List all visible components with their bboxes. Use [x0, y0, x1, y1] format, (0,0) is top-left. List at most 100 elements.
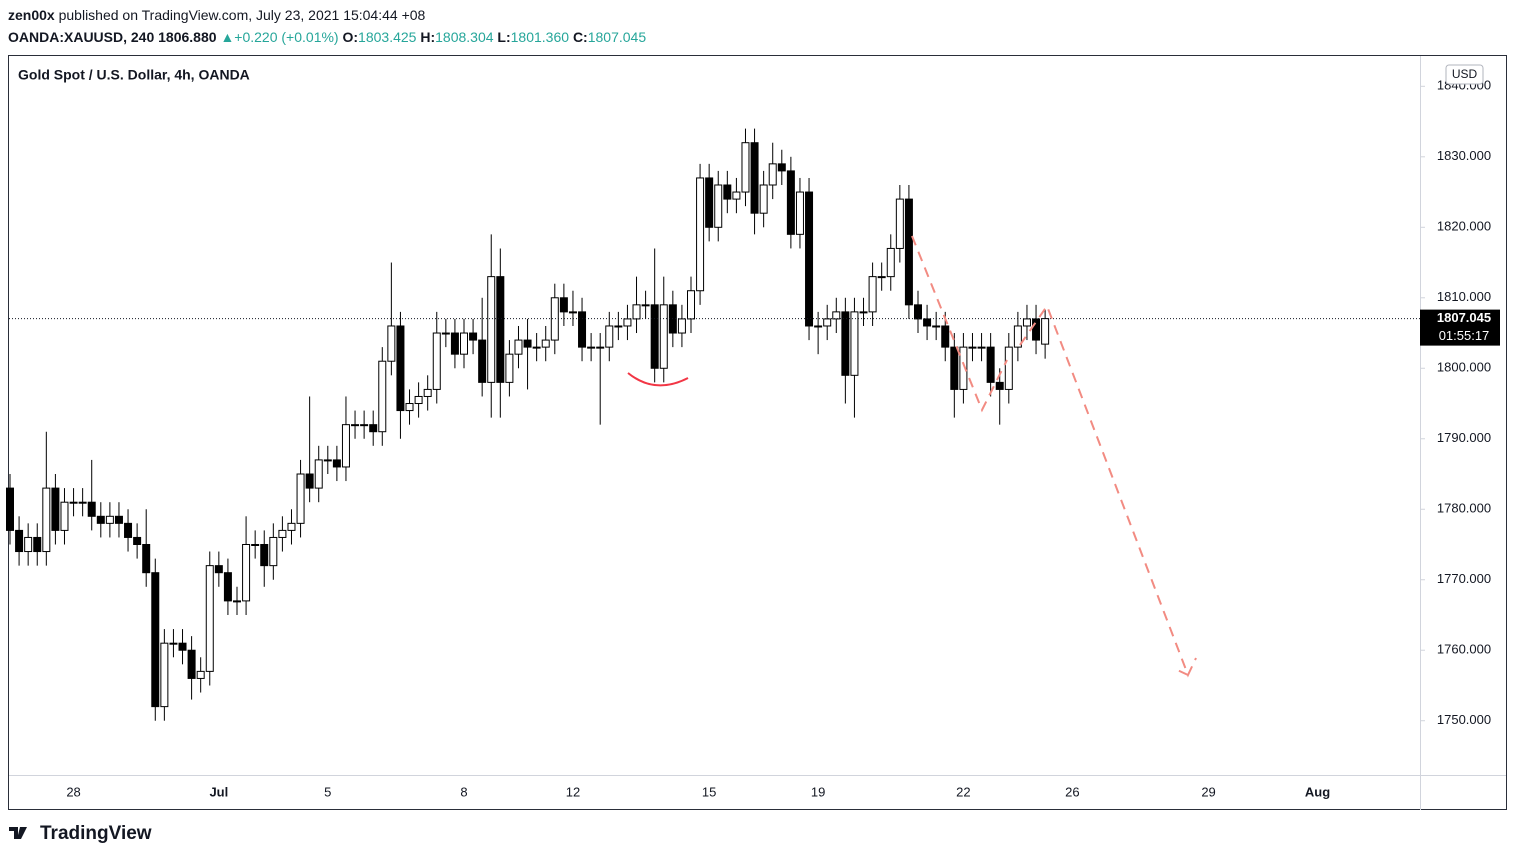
candle-body: [986, 346, 995, 383]
candle-body: [559, 297, 568, 313]
candle-body: [6, 487, 14, 531]
candle-body: [205, 565, 214, 672]
candle-body: [587, 346, 596, 349]
candle-body: [732, 191, 741, 200]
candle-body: [968, 346, 977, 349]
candle-body: [332, 459, 341, 468]
y-tick-label: 1790.000: [1437, 430, 1491, 445]
candle-body: [714, 184, 723, 228]
h: 1808.304: [435, 29, 494, 45]
price-label: 1807.045: [1437, 310, 1491, 325]
candle-body: [523, 339, 532, 348]
h-label: H:: [420, 29, 436, 45]
candle-body: [641, 304, 650, 307]
candle-body: [696, 177, 705, 292]
candle-body: [441, 332, 450, 335]
symbol-line: OANDA:XAUUSD, 240 1806.880 ▲+0.220 (+0.0…: [8, 29, 646, 45]
logo-mark: [9, 827, 27, 839]
candle-body: [541, 339, 550, 348]
y-tick-label: 1750.000: [1437, 712, 1491, 727]
candle-body: [178, 642, 187, 651]
candle-body: [378, 360, 387, 433]
candle-body: [895, 198, 904, 249]
candle-body: [841, 311, 850, 376]
x-tick-label: 29: [1201, 784, 1215, 799]
candle-body: [814, 325, 823, 328]
candle-body: [532, 346, 541, 349]
candle-body: [650, 304, 659, 369]
candle-body: [260, 543, 269, 567]
candle-body: [723, 184, 732, 200]
x-tick-label: 28: [66, 784, 80, 799]
x-tick-label: 12: [566, 784, 580, 799]
arc: [627, 372, 689, 387]
candle-body: [387, 325, 396, 362]
c-label: C:: [572, 29, 588, 45]
currency-badge[interactable]: [1445, 64, 1484, 85]
candle-body: [1041, 318, 1050, 345]
candle-body: [741, 142, 750, 193]
y-tick-label: 1820.000: [1437, 219, 1491, 234]
publish-line: zen00x published on TradingView.com, Jul…: [8, 7, 425, 23]
candle-body: [460, 332, 468, 355]
x-tick-label: Aug: [1305, 784, 1330, 799]
candle-body: [405, 403, 414, 412]
candle-body: [886, 247, 895, 278]
c: 1807.045: [587, 29, 647, 45]
candle-body: [496, 276, 505, 383]
candle-body: [24, 536, 33, 553]
candle-body: [105, 515, 114, 524]
candle-body: [151, 572, 160, 708]
candle-body: [314, 459, 323, 489]
candle-body: [160, 642, 169, 708]
logo: TradingView: [9, 823, 152, 844]
x-tick-label: 19: [811, 784, 825, 799]
candle-body: [323, 459, 332, 462]
l-label: L:: [497, 29, 511, 45]
candle-body: [832, 311, 841, 320]
x-tick-label: 8: [460, 784, 467, 799]
y-tick-label: 1830.000: [1437, 148, 1491, 163]
y-tick-label: 1780.000: [1437, 501, 1491, 516]
l: 1801.360: [510, 29, 570, 45]
candle-body: [623, 318, 632, 327]
candle-body: [432, 332, 441, 390]
candle-body: [450, 332, 459, 355]
drawings: [627, 235, 1197, 678]
candle-body: [777, 163, 786, 172]
candle-body: [1032, 318, 1041, 341]
y-tick-label: 1770.000: [1437, 571, 1491, 586]
candle-body: [414, 395, 423, 405]
frame: [8, 55, 1507, 810]
candle-body: [959, 346, 968, 390]
candle-body: [823, 318, 832, 327]
candle-body: [341, 424, 350, 468]
candle-body: [487, 276, 496, 383]
currency: USD: [1452, 67, 1478, 81]
candle-body: [33, 536, 42, 553]
candle-body: [214, 565, 223, 574]
candle-body: [659, 304, 668, 369]
candle-body: [169, 642, 178, 645]
candle-body: [1022, 318, 1031, 327]
chart-title: Gold Spot / U.S. Dollar, 4h, OANDA: [18, 67, 250, 83]
candle-body: [269, 536, 278, 567]
candle-body: [423, 388, 432, 397]
candle-body: [605, 325, 614, 348]
y-tick-label: 1800.000: [1437, 360, 1491, 375]
candle-body: [705, 177, 714, 228]
candle-body: [923, 318, 932, 327]
candle-body: [932, 325, 941, 328]
candle-body: [1004, 346, 1013, 390]
candle-body: [941, 325, 950, 348]
up-arrow: ▲: [220, 29, 235, 45]
candle-body: [877, 276, 886, 279]
candle-body: [251, 543, 260, 546]
candle-body: [914, 304, 922, 320]
candle-body: [369, 424, 378, 433]
candle-body: [396, 325, 405, 412]
candle-body: [568, 311, 577, 314]
y-tick-label: 1810.000: [1437, 289, 1491, 304]
